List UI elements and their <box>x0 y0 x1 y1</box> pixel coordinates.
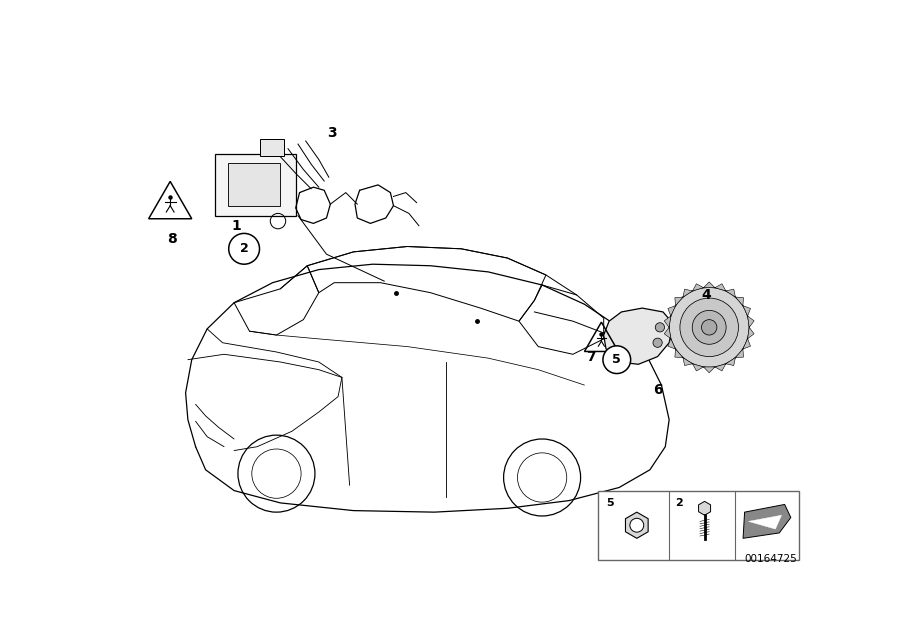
Circle shape <box>229 233 259 264</box>
Polygon shape <box>748 328 754 338</box>
Circle shape <box>655 322 664 332</box>
Circle shape <box>692 310 726 344</box>
FancyBboxPatch shape <box>259 139 284 156</box>
Polygon shape <box>743 504 791 538</box>
Polygon shape <box>725 357 735 366</box>
Polygon shape <box>693 364 704 371</box>
Polygon shape <box>715 284 725 291</box>
Polygon shape <box>668 306 676 316</box>
Polygon shape <box>668 338 676 349</box>
Text: 00164725: 00164725 <box>744 555 797 565</box>
Polygon shape <box>626 512 648 538</box>
Polygon shape <box>704 282 715 287</box>
Polygon shape <box>725 289 735 297</box>
Text: 8: 8 <box>167 232 177 245</box>
Polygon shape <box>735 349 743 357</box>
Circle shape <box>680 298 738 357</box>
Circle shape <box>669 287 749 368</box>
Circle shape <box>630 518 644 532</box>
Text: 4: 4 <box>701 288 711 302</box>
Circle shape <box>701 320 717 335</box>
Polygon shape <box>664 316 670 328</box>
Polygon shape <box>693 284 704 291</box>
Text: 3: 3 <box>327 127 337 141</box>
Polygon shape <box>664 328 670 338</box>
Polygon shape <box>675 297 683 306</box>
FancyBboxPatch shape <box>215 154 296 216</box>
Polygon shape <box>748 316 754 328</box>
Polygon shape <box>698 501 711 515</box>
Text: 5: 5 <box>612 353 621 366</box>
Polygon shape <box>683 289 693 297</box>
Polygon shape <box>604 308 673 364</box>
Circle shape <box>603 346 631 373</box>
Polygon shape <box>742 338 751 349</box>
Text: 2: 2 <box>675 498 683 508</box>
Circle shape <box>653 338 662 347</box>
Text: 2: 2 <box>239 242 248 255</box>
Text: 7: 7 <box>586 350 596 364</box>
Polygon shape <box>749 515 781 529</box>
Text: 1: 1 <box>231 219 241 233</box>
Polygon shape <box>742 306 751 316</box>
Text: 5: 5 <box>606 498 614 508</box>
Polygon shape <box>683 357 693 366</box>
Text: 6: 6 <box>652 384 662 398</box>
Polygon shape <box>735 297 743 306</box>
Polygon shape <box>704 367 715 373</box>
Polygon shape <box>675 349 683 357</box>
FancyBboxPatch shape <box>228 163 280 205</box>
Polygon shape <box>715 364 725 371</box>
FancyBboxPatch shape <box>598 490 798 560</box>
